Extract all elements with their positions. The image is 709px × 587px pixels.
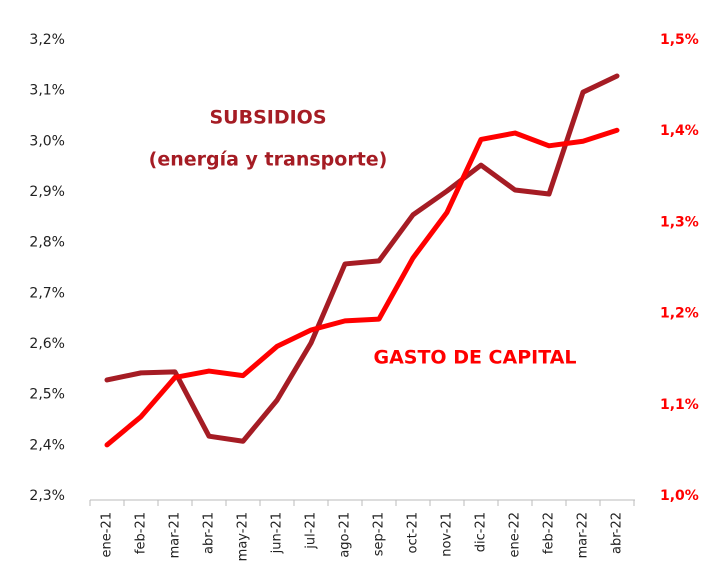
line-series bbox=[104, 73, 620, 444]
y2-tick-label: 1,4% bbox=[660, 123, 699, 139]
y2-tick-label: 1,1% bbox=[660, 397, 699, 413]
y2-tick-label: 1,3% bbox=[660, 214, 699, 230]
y-tick-label: 3,0% bbox=[29, 133, 65, 149]
annotation: GASTO DE CAPITAL bbox=[373, 347, 576, 369]
x-tick-label: abr-21 bbox=[202, 512, 217, 554]
y-tick-label: 2,4% bbox=[29, 437, 65, 453]
x-tick-label: ago-21 bbox=[338, 512, 353, 558]
y-tick-label: 3,2% bbox=[29, 32, 65, 48]
x-tick-label: jul-21 bbox=[304, 512, 319, 550]
y-tick-label: 2,8% bbox=[29, 235, 65, 251]
x-tick-label: sep-21 bbox=[372, 512, 387, 556]
y2-tick-label: 1,2% bbox=[660, 306, 699, 322]
line-series bbox=[104, 127, 620, 448]
annotation: SUBSIDIOS bbox=[209, 107, 326, 129]
x-tick-label: oct-21 bbox=[406, 512, 421, 553]
x-tick-label: feb-22 bbox=[542, 512, 557, 554]
y-tick-label: 2,3% bbox=[29, 488, 65, 504]
x-tick-label: may-21 bbox=[236, 512, 251, 561]
x-tick-label: ene-21 bbox=[100, 512, 115, 557]
annotation: (energía y transporte) bbox=[149, 149, 388, 171]
x-tick-label: dic-21 bbox=[474, 512, 489, 552]
x-tick-label: mar-21 bbox=[168, 512, 183, 558]
x-tick-label: ene-22 bbox=[508, 512, 523, 557]
x-tick-label: feb-21 bbox=[134, 512, 149, 554]
y2-tick-label: 1,0% bbox=[660, 488, 699, 504]
y-tick-label: 3,1% bbox=[29, 83, 65, 99]
x-tick-label: nov-21 bbox=[440, 512, 455, 557]
x-tick-label: jun-21 bbox=[270, 512, 285, 554]
y-tick-label: 2,7% bbox=[29, 285, 65, 301]
x-tick-label: mar-22 bbox=[576, 512, 591, 558]
y-tick-label: 2,9% bbox=[29, 184, 65, 200]
x-tick-label: abr-22 bbox=[610, 512, 625, 554]
y2-tick-label: 1,5% bbox=[660, 32, 699, 48]
y-tick-label: 2,6% bbox=[29, 336, 65, 352]
y-tick-label: 2,5% bbox=[29, 387, 65, 403]
